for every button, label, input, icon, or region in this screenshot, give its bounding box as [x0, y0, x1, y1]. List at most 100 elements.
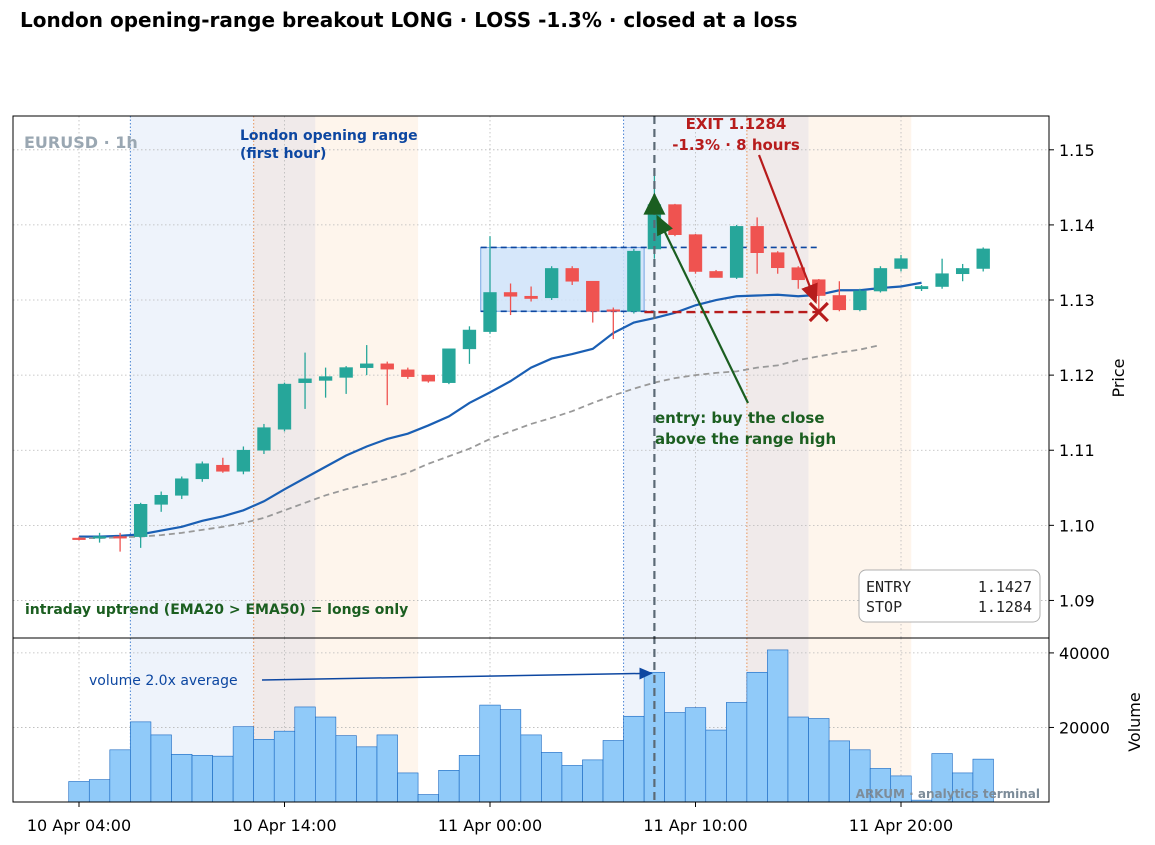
volume-bar	[356, 746, 378, 802]
candle-body	[914, 286, 929, 290]
candle-body	[175, 478, 189, 496]
candle	[401, 367, 415, 379]
candle-body	[544, 268, 559, 299]
candle	[503, 283, 518, 316]
symbol-label: EURUSD · 1h	[24, 133, 138, 152]
candle	[873, 266, 888, 293]
candle-body	[442, 348, 456, 383]
candle-body	[524, 295, 538, 299]
x-tick-label: 10 Apr 14:00	[232, 816, 336, 835]
candle-body	[812, 279, 826, 296]
candle-body	[277, 383, 292, 430]
candle-body	[894, 258, 908, 269]
volume-bar	[541, 752, 563, 802]
candle	[462, 326, 477, 364]
candle-body	[853, 290, 867, 311]
candle-body	[729, 226, 744, 278]
volume-bar	[726, 702, 748, 802]
x-tick-label: 11 Apr 20:00	[849, 816, 953, 835]
volume-bar	[602, 740, 624, 802]
candle-body	[72, 537, 86, 540]
volume-bar	[315, 716, 337, 802]
candle-body	[380, 363, 394, 370]
candle	[832, 281, 847, 312]
candle	[627, 248, 641, 314]
volume-tick-label: 20000	[1059, 718, 1110, 737]
candle	[955, 263, 970, 282]
candle-body	[133, 504, 148, 537]
volume-bar	[397, 772, 419, 802]
chart-title: London opening-range breakout LONG · LOS…	[20, 8, 798, 32]
session-band-newyork	[315, 116, 419, 638]
candle	[421, 374, 436, 383]
volume-tick-label: 40000	[1059, 644, 1110, 663]
candle-body	[401, 369, 415, 377]
x-tick-label: 10 Apr 04:00	[27, 816, 131, 835]
ema20-line	[79, 281, 922, 538]
y-tick-label: 1.14	[1059, 216, 1095, 235]
axes: 1.09 1.10 1.11 1.12 1.13 1.14 1.15 20000 40000 10…	[12, 115, 1110, 835]
candle-body	[154, 494, 168, 505]
volume-bar	[458, 755, 481, 802]
volume-bar	[191, 755, 213, 802]
candle	[729, 224, 744, 279]
candle	[236, 446, 251, 475]
y-tick-label: 1.09	[1059, 591, 1095, 610]
volume-bar	[664, 712, 686, 802]
candle-body	[216, 464, 230, 472]
volume-bar	[294, 706, 316, 802]
candle-body	[586, 280, 600, 312]
candle	[92, 532, 107, 543]
volume-bar	[479, 704, 501, 802]
candle-body	[750, 226, 764, 253]
entry-marker	[643, 192, 666, 215]
volume-bar	[767, 649, 789, 802]
y-tick-label: 1.11	[1059, 441, 1095, 460]
candle	[360, 345, 374, 376]
candle-body	[873, 268, 888, 292]
volume-bar	[582, 759, 604, 802]
volume-bar	[273, 730, 296, 802]
candle	[771, 251, 785, 274]
y-tick-label: 1.12	[1059, 366, 1095, 385]
candle	[339, 366, 353, 394]
trend-note: intraday uptrend (EMA20 > EMA50) = longs…	[25, 602, 408, 618]
candle-body	[688, 234, 703, 272]
entry-arrow	[656, 214, 749, 404]
y-tick-label: 1.10	[1059, 516, 1095, 535]
candle	[483, 236, 497, 334]
ema-lines	[79, 281, 922, 540]
session-band-newyork	[808, 116, 912, 638]
volume-bar	[808, 718, 830, 802]
candle	[113, 532, 127, 552]
range-label-line2: (first hour)	[240, 146, 326, 162]
candle	[298, 352, 312, 409]
candle	[586, 280, 600, 323]
candle-body	[257, 427, 271, 451]
candle-body	[318, 376, 333, 381]
info-entry-label: ENTRY	[866, 578, 911, 596]
candle-body	[627, 250, 641, 312]
volume-bar	[623, 715, 645, 802]
candle-body	[955, 268, 970, 275]
candle-body	[298, 378, 312, 383]
candle-body	[503, 292, 518, 297]
candle	[257, 423, 271, 454]
x-tick-label: 11 Apr 00:00	[438, 816, 542, 835]
exit-label-line1: EXIT 1.1284	[686, 115, 787, 133]
volume-bar	[130, 721, 152, 802]
candle-body	[668, 204, 682, 235]
candle	[442, 348, 456, 385]
volume-bar	[561, 765, 583, 802]
candle-body	[606, 309, 620, 312]
candle	[668, 203, 682, 237]
candle	[606, 307, 620, 340]
volume-bar	[499, 709, 522, 802]
trade-markers	[261, 116, 829, 802]
candle	[750, 217, 764, 274]
volume-bar	[376, 734, 398, 802]
candle-body	[92, 536, 107, 539]
candle	[277, 382, 292, 432]
volume-bar	[68, 781, 90, 802]
volume-note: volume 2.0x average	[89, 673, 238, 689]
